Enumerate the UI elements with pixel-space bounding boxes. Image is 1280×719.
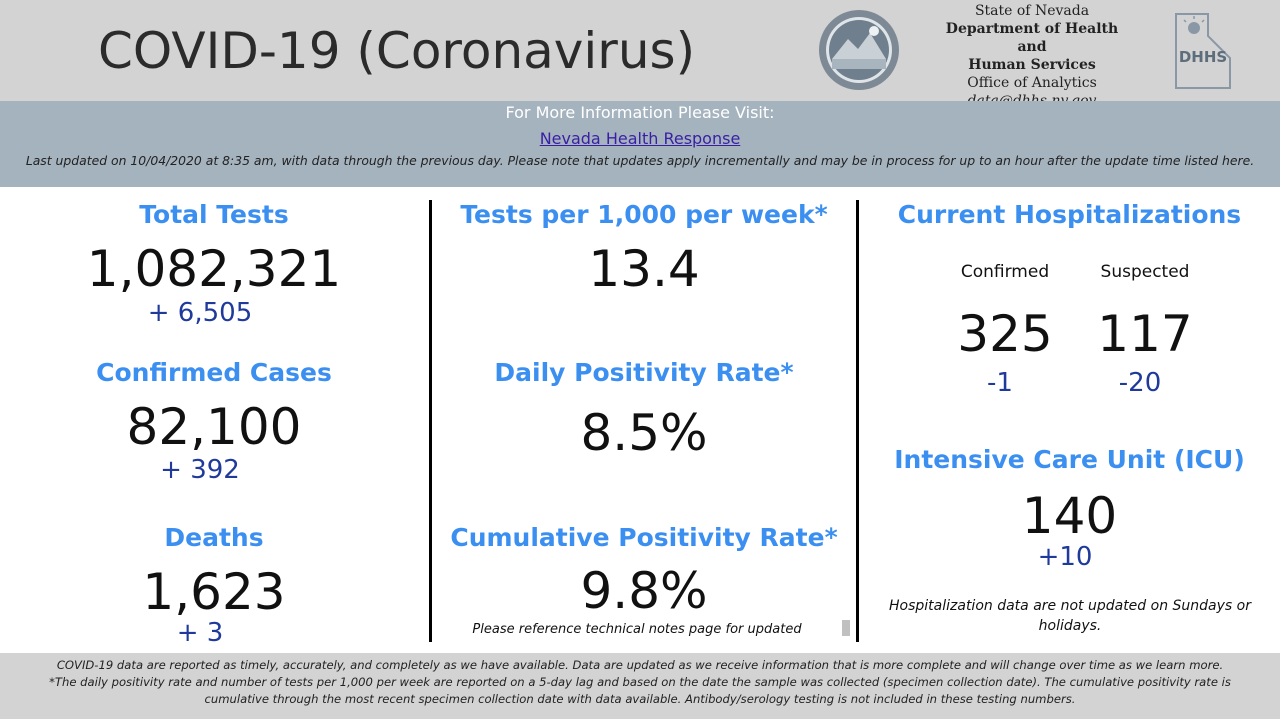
icu-label: Intensive Care Unit (ICU) xyxy=(894,445,1245,474)
page-title: COVID-19 (Coronavirus) xyxy=(98,22,696,80)
icu-value: 140 xyxy=(1021,487,1118,545)
total-tests-value: 1,082,321 xyxy=(86,240,342,298)
agency-department-2: Human Services xyxy=(968,57,1096,73)
nevada-state-seal-icon xyxy=(819,10,899,90)
footer-notes: COVID-19 data are reported as timely, ac… xyxy=(0,653,1280,719)
footer-line-1: COVID-19 data are reported as timely, ac… xyxy=(56,658,1224,672)
daily-positivity-label: Daily Positivity Rate* xyxy=(494,358,794,387)
header: COVID-19 (Coronavirus) State of Nevada D… xyxy=(0,0,1280,109)
hospitalization-note: Hospitalization data are not updated on … xyxy=(889,598,1251,634)
hospitalizations-confirmed-label: Confirmed xyxy=(960,262,1050,282)
footer-line-2: *The daily positivity rate and number of… xyxy=(49,675,1231,689)
scrollbar-thumb[interactable] xyxy=(842,620,850,636)
hospitalizations-suspected-value: 117 xyxy=(1097,305,1193,363)
icu-delta: +10 xyxy=(1037,542,1093,572)
current-hospitalizations-label: Current Hospitalizations xyxy=(897,200,1242,229)
deaths-value: 1,623 xyxy=(142,563,286,621)
svg-text:DHHS: DHHS xyxy=(1179,48,1227,66)
info-bar: For More Information Please Visit: Nevad… xyxy=(0,101,1280,187)
deaths-delta: + 3 xyxy=(176,618,224,648)
hospitalizations-suspected-delta: -20 xyxy=(1118,368,1162,398)
column-divider-right xyxy=(856,200,859,642)
hospitalizations-confirmed-delta: -1 xyxy=(987,368,1013,398)
agency-office: Office of Analytics xyxy=(967,75,1097,91)
info-heading: For More Information Please Visit: xyxy=(505,103,775,122)
tests-per-1000-value: 13.4 xyxy=(588,240,700,298)
update-note: Last updated on 10/04/2020 at 8:35 am, w… xyxy=(25,153,1255,168)
deaths-label: Deaths xyxy=(164,523,264,552)
daily-positivity-value: 8.5% xyxy=(580,404,708,462)
agency-department: Department of Health and xyxy=(945,21,1119,55)
agency-state: State of Nevada xyxy=(974,3,1090,19)
cumulative-positivity-label: Cumulative Positivity Rate* xyxy=(450,523,838,552)
dhhs-logo-icon: DHHS xyxy=(1175,13,1231,89)
hospitalizations-suspected-label: Suspected xyxy=(1100,262,1190,282)
agency-block: State of Nevada Department of Health and… xyxy=(930,2,1134,110)
nevada-health-response-link[interactable]: Nevada Health Response xyxy=(539,129,741,148)
confirmed-cases-value: 82,100 xyxy=(126,398,302,456)
hospitalizations-confirmed-value: 325 xyxy=(957,305,1053,363)
total-tests-delta: + 6,505 xyxy=(147,298,253,328)
confirmed-cases-delta: + 392 xyxy=(160,455,240,485)
technical-notes-note: Please reference technical notes page fo… xyxy=(472,622,802,637)
total-tests-label: Total Tests xyxy=(139,200,289,229)
cumulative-positivity-value: 9.8% xyxy=(580,562,708,620)
confirmed-cases-label: Confirmed Cases xyxy=(96,358,332,387)
column-divider-left xyxy=(429,200,432,642)
footer-line-3: cumulative through the most recent speci… xyxy=(204,692,1076,706)
tests-per-1000-label: Tests per 1,000 per week* xyxy=(460,200,828,229)
